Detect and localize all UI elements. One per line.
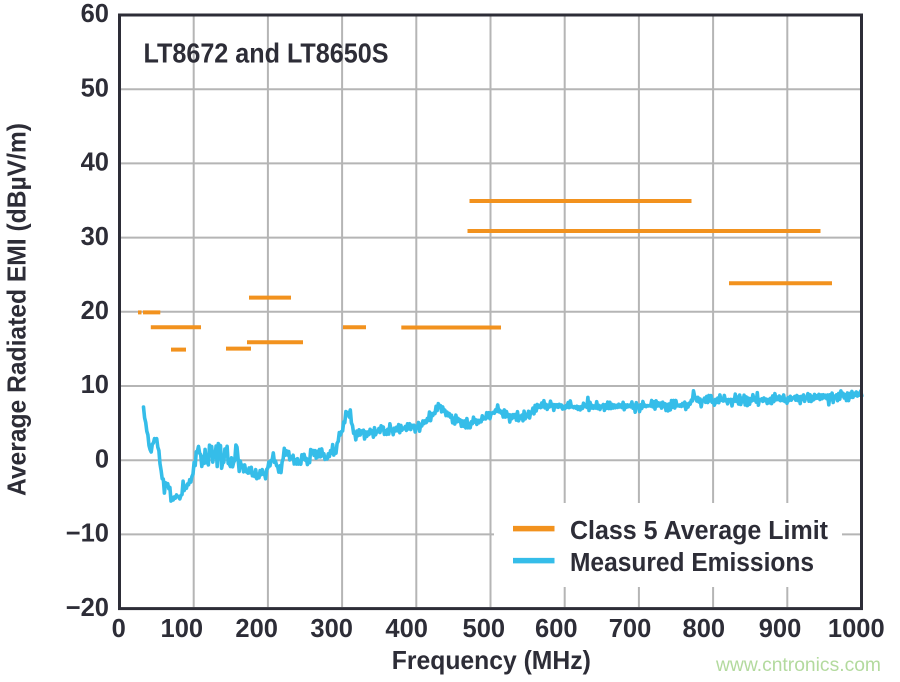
svg-text:200: 200 xyxy=(235,615,278,643)
svg-text:600: 600 xyxy=(535,615,578,643)
svg-text:700: 700 xyxy=(609,615,652,643)
svg-text:LT8672 and LT8650S: LT8672 and LT8650S xyxy=(144,37,389,68)
svg-text:900: 900 xyxy=(759,615,802,643)
svg-text:www.cntronics.com: www.cntronics.com xyxy=(715,654,881,676)
svg-text:−20: −20 xyxy=(66,594,109,622)
svg-text:500: 500 xyxy=(463,615,506,643)
svg-text:0: 0 xyxy=(112,615,126,643)
svg-text:1000: 1000 xyxy=(828,615,885,643)
svg-text:40: 40 xyxy=(81,149,109,177)
svg-text:60: 60 xyxy=(81,0,109,28)
svg-text:50: 50 xyxy=(81,74,109,102)
svg-text:800: 800 xyxy=(683,615,726,643)
svg-text:Frequency (MHz): Frequency (MHz) xyxy=(392,645,591,675)
svg-text:Class 5 Average Limit: Class 5 Average Limit xyxy=(570,517,828,545)
svg-text:20: 20 xyxy=(81,297,109,325)
svg-text:0: 0 xyxy=(95,445,109,473)
svg-text:100: 100 xyxy=(161,615,204,643)
svg-text:Measured Emissions: Measured Emissions xyxy=(570,549,814,577)
svg-text:Average Radiated EMI (dBµV/m): Average Radiated EMI (dBµV/m) xyxy=(2,123,32,496)
svg-text:300: 300 xyxy=(310,615,353,643)
svg-text:10: 10 xyxy=(81,371,109,399)
svg-text:−10: −10 xyxy=(66,520,109,548)
svg-text:400: 400 xyxy=(385,615,428,643)
svg-text:30: 30 xyxy=(81,223,109,251)
